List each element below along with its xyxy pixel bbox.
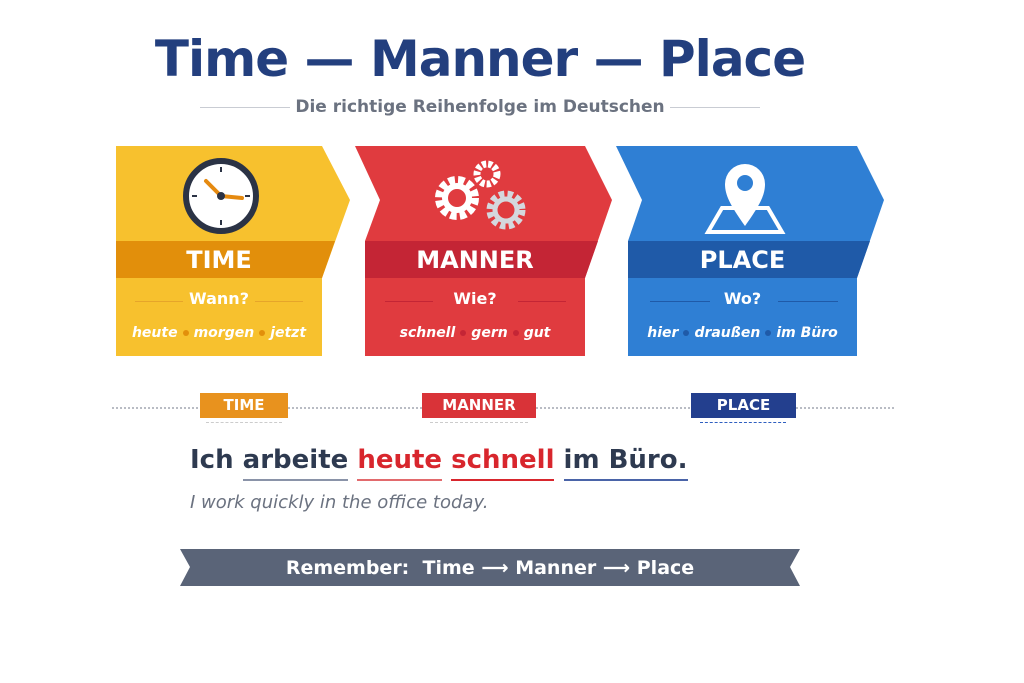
ribbon — [180, 549, 800, 586]
divider — [670, 107, 760, 108]
time-label: TIME — [186, 246, 252, 274]
divider — [650, 301, 710, 302]
divider — [135, 301, 183, 302]
place-question: Wo? — [723, 289, 762, 308]
example: draußen — [694, 325, 761, 341]
page-title: Time — Manner — Place — [154, 30, 806, 88]
ribbon-step: Time — [422, 557, 475, 579]
subtitle: Die richtige Reihenfolge im Deutschen — [295, 97, 665, 117]
example: gut — [523, 325, 551, 341]
time-examples: heute morgen jetzt — [116, 325, 322, 341]
example: jetzt — [270, 325, 307, 341]
time-question: Wann? — [189, 289, 249, 308]
arrow-icon: ⟶ — [602, 557, 631, 579]
map-pin-icon — [704, 164, 786, 234]
sentence-place: im Büro. — [563, 445, 688, 481]
example: gern — [471, 325, 508, 341]
divider — [385, 301, 433, 302]
divider — [206, 422, 282, 423]
divider — [518, 301, 566, 302]
ribbon-text: Remember: Time ⟶ Manner ⟶ Place — [180, 557, 800, 579]
tag-place: PLACE — [691, 393, 796, 418]
gears-icon — [435, 160, 526, 230]
tag-time: TIME — [200, 393, 288, 418]
example: heute — [131, 325, 178, 341]
ribbon-label: Remember: — [285, 557, 410, 579]
sentence-time: heute — [357, 445, 443, 481]
translation: I work quickly in the office today. — [190, 492, 489, 513]
manner-label: MANNER — [416, 246, 534, 274]
manner-band — [365, 241, 598, 278]
example: morgen — [193, 325, 255, 341]
divider — [200, 107, 290, 108]
manner-question: Wie? — [453, 289, 497, 308]
divider — [255, 301, 303, 302]
clock-icon — [183, 158, 259, 234]
ribbon-step: Place — [636, 557, 695, 579]
arrow-icon: ⟶ — [481, 557, 509, 579]
divider — [430, 422, 528, 423]
time-band — [116, 241, 335, 278]
divider — [778, 301, 838, 302]
divider — [700, 422, 786, 423]
sentence-manner: schnell — [451, 445, 555, 481]
sentence-verb: arbeite — [242, 445, 349, 481]
ribbon-step: Manner — [515, 557, 597, 579]
example: im Büro — [776, 325, 838, 341]
place-examples: hier draußen im Büro — [628, 325, 857, 341]
example: schnell — [399, 325, 456, 341]
manner-examples: schnell gern gut — [365, 325, 585, 341]
example-sentence: Ich arbeite heute schnell im Büro. — [190, 445, 688, 481]
tag-manner: MANNER — [422, 393, 536, 418]
place-label: PLACE — [699, 246, 786, 274]
sentence-subject: Ich — [190, 445, 234, 475]
example: hier — [647, 325, 679, 341]
place-band — [628, 241, 870, 278]
